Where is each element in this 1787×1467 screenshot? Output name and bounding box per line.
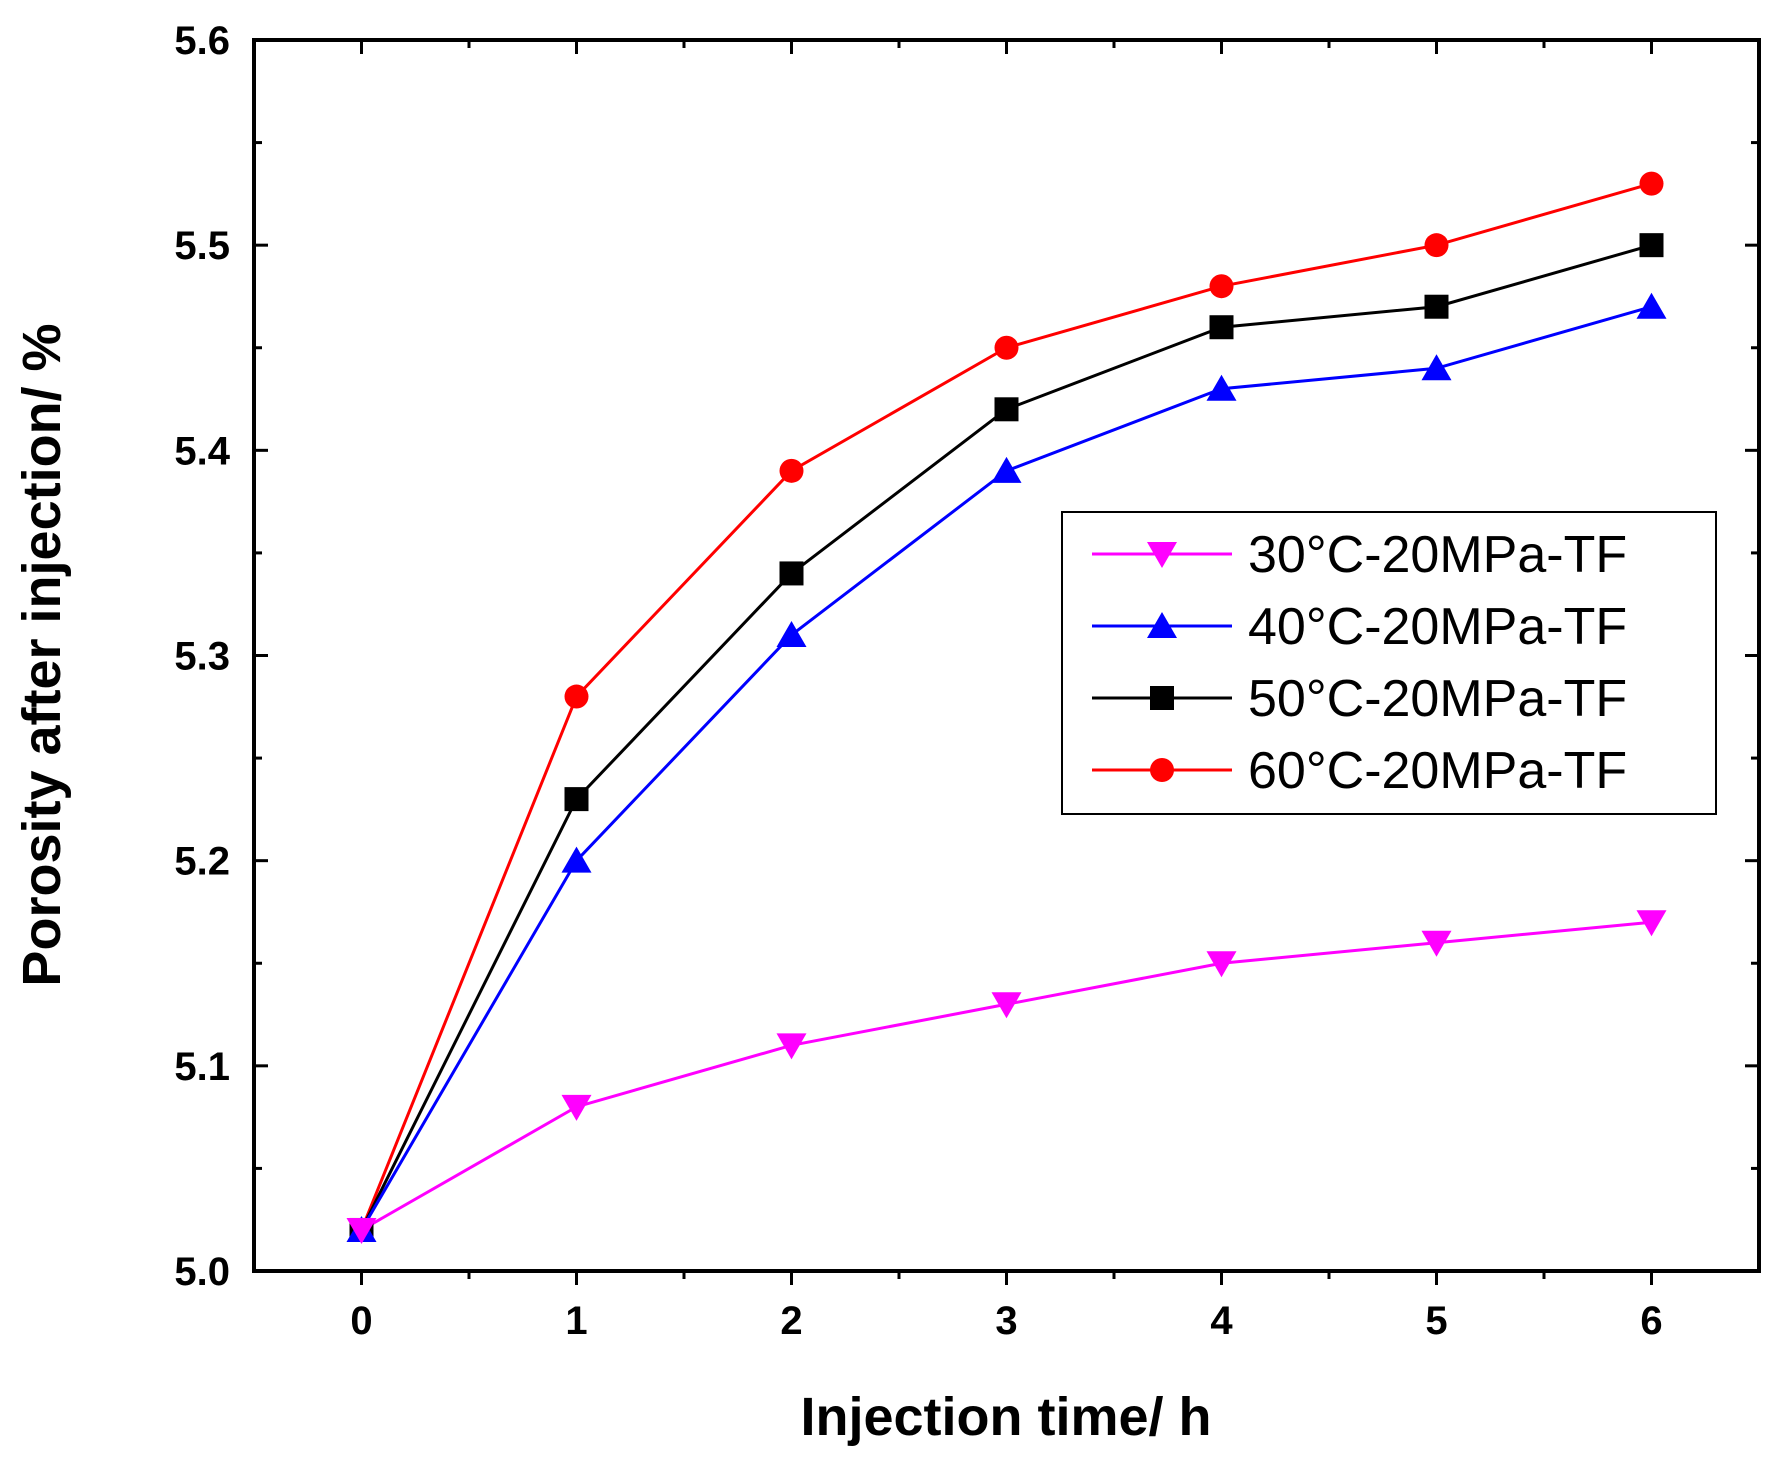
y-tick-label: 5.3 bbox=[174, 635, 230, 679]
y-tick-label: 5.2 bbox=[174, 840, 230, 884]
series-markers bbox=[346, 171, 1667, 1244]
y-tick-label: 5.1 bbox=[174, 1045, 230, 1089]
x-tick-label: 5 bbox=[1425, 1299, 1447, 1343]
series-1-point bbox=[561, 1094, 592, 1121]
x-tick-label: 0 bbox=[350, 1299, 372, 1343]
y-axis-title: Porosity after injection/ % bbox=[12, 323, 72, 986]
legend-marker bbox=[1150, 758, 1174, 782]
series-1-point bbox=[1421, 930, 1452, 957]
series-1-point bbox=[776, 1033, 807, 1060]
x-tick-label: 6 bbox=[1640, 1299, 1662, 1343]
series-4-point bbox=[1639, 171, 1664, 196]
series-3-point bbox=[1209, 315, 1234, 340]
x-axis-title: Injection time/ h bbox=[800, 1387, 1211, 1447]
series-3-point bbox=[1639, 233, 1664, 258]
series-4-point bbox=[564, 684, 589, 709]
series-2-point bbox=[1636, 292, 1667, 319]
series-line-1 bbox=[360, 920, 1652, 1232]
legend-marker bbox=[1147, 542, 1177, 568]
ticks bbox=[254, 38, 1759, 1285]
series-2-point bbox=[561, 846, 592, 873]
series-4-point bbox=[779, 458, 804, 483]
series-4-point bbox=[1209, 274, 1234, 299]
series-1-point bbox=[1206, 951, 1237, 978]
legend-label: 30°C-20MPa-TF bbox=[1248, 526, 1627, 584]
x-tick-label: 4 bbox=[1210, 1299, 1233, 1343]
series-3-point bbox=[994, 397, 1019, 422]
legend-label: 50°C-20MPa-TF bbox=[1248, 670, 1627, 728]
legend: 30°C-20MPa-TF 40°C-20MPa-TF 50°C-20MPa-TF 6… bbox=[1061, 511, 1717, 815]
y-tick-label: 5.6 bbox=[174, 19, 230, 63]
legend-label: 60°C-20MPa-TF bbox=[1248, 742, 1627, 800]
x-tick-label: 1 bbox=[565, 1299, 587, 1343]
series-3-point bbox=[1424, 294, 1449, 319]
series-4-point bbox=[1424, 233, 1449, 258]
y-tick-labels: 5.0 5.1 5.2 5.3 5.4 5.5 5.6 bbox=[174, 19, 230, 1294]
legend-marker bbox=[1147, 612, 1177, 638]
legend-marker bbox=[1150, 686, 1174, 710]
series-1-point bbox=[991, 992, 1022, 1019]
y-tick-label: 5.0 bbox=[174, 1250, 230, 1294]
series-2-point bbox=[1206, 374, 1237, 401]
series-1-point bbox=[346, 1217, 377, 1244]
y-tick-label: 5.5 bbox=[174, 224, 230, 268]
series-2-point bbox=[776, 620, 807, 647]
x-tick-label: 3 bbox=[995, 1299, 1017, 1343]
series-3-point bbox=[564, 787, 589, 812]
series-2-point bbox=[1421, 354, 1452, 381]
x-tick-label: 2 bbox=[780, 1299, 802, 1343]
x-tick-labels: 0 1 2 3 4 5 6 bbox=[350, 1299, 1662, 1343]
series-3-point bbox=[779, 561, 804, 586]
y-tick-label: 5.4 bbox=[174, 429, 230, 473]
series-1-point bbox=[1636, 910, 1667, 937]
series-2-point bbox=[991, 456, 1022, 483]
legend-label: 40°C-20MPa-TF bbox=[1248, 598, 1627, 656]
series-4-point bbox=[994, 335, 1019, 360]
